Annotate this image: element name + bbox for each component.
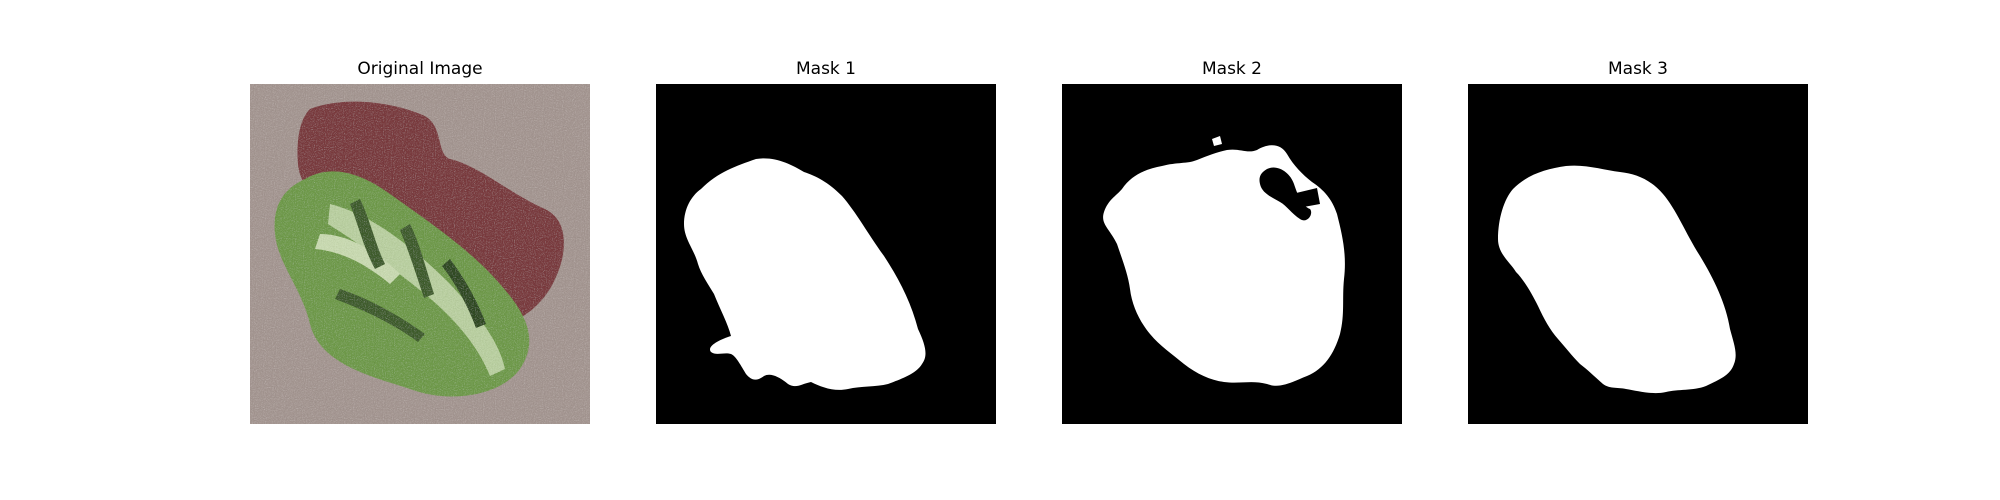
panel-mask-3: Mask 3	[1468, 54, 1808, 424]
panel-title: Original Image	[357, 59, 483, 79]
mask-1-image	[656, 84, 996, 424]
original-image	[250, 84, 590, 424]
panel-title: Mask 2	[1201, 59, 1262, 79]
mask-2-picture	[1062, 84, 1402, 424]
panel-original-image: Original Image	[250, 54, 590, 424]
panel-title: Mask 1	[795, 59, 856, 79]
original-image-picture	[250, 84, 590, 424]
panel-title: Mask 3	[1607, 59, 1668, 79]
mask-1-picture	[656, 84, 996, 424]
panel-mask-1: Mask 1	[656, 54, 996, 424]
mask-3-picture	[1468, 84, 1808, 424]
mask-2-image	[1062, 84, 1402, 424]
mask-3-image	[1468, 84, 1808, 424]
panel-mask-2: Mask 2	[1062, 54, 1402, 424]
